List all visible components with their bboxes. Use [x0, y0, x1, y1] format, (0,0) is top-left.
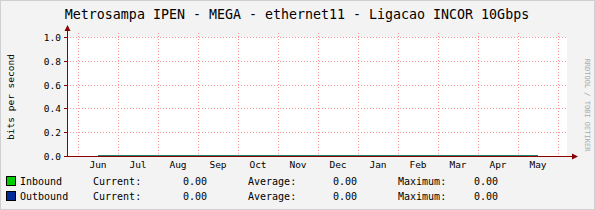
y-tick-label: 1.0 — [44, 32, 61, 43]
y-tick — [64, 37, 67, 38]
y-tick — [64, 61, 67, 62]
x-grid-line — [158, 33, 159, 156]
x-grid-line — [398, 33, 399, 156]
area-series — [98, 156, 538, 157]
x-tick-label: Dec — [329, 159, 346, 170]
x-tick-label: Aug — [169, 159, 186, 170]
legend-stat-value: 0.00 — [333, 176, 357, 187]
title: Metrosampa IPEN - MEGA - ethernet11 - Li… — [65, 7, 529, 22]
x-tick-label: Sep — [209, 159, 226, 170]
x-grid-line — [78, 33, 79, 156]
line-series — [98, 156, 538, 157]
series-group — [98, 156, 538, 157]
y-grid-line — [67, 61, 567, 62]
y-tick — [64, 132, 67, 133]
legend-swatch — [7, 192, 16, 201]
x-grid-line — [558, 33, 559, 156]
y-grid-line — [67, 108, 567, 109]
y-axis-label: bits per second — [5, 54, 16, 140]
legend-stat-name: Average: — [248, 176, 296, 187]
legend-swatch — [7, 177, 16, 186]
x-tick-label: Feb — [409, 159, 426, 170]
x-tick-label: Oct — [249, 159, 266, 170]
y-tick-label: 0.2 — [44, 127, 61, 138]
background — [0, 0, 595, 210]
legend-stat-name: Average: — [248, 191, 296, 202]
plot-area — [67, 37, 567, 156]
x-grid-line — [478, 33, 479, 156]
x-grid-line — [318, 33, 319, 156]
x-grid-line — [198, 33, 199, 156]
y-grid-line — [67, 37, 567, 38]
legend-label: Outbound — [20, 191, 68, 202]
x-tick-label: Jul — [129, 159, 146, 170]
x-grid-line — [238, 33, 239, 156]
x-grid-line — [358, 33, 359, 156]
y-axis — [67, 29, 68, 156]
x-tick-label: Nov — [289, 159, 306, 170]
y-tick — [64, 108, 67, 109]
x-tick-label: May — [529, 159, 546, 170]
y-axis-arrow — [65, 25, 71, 31]
x-tick-label: Jan — [369, 159, 386, 170]
x-grid-line — [518, 33, 519, 156]
legend-stat-value: 0.00 — [183, 176, 207, 187]
chart-root: Metrosampa IPEN - MEGA - ethernet11 - Li… — [0, 0, 595, 210]
legend-stat-name: Maximum: — [398, 176, 446, 187]
x-tick-label: Mar — [449, 159, 466, 170]
legend-stat-name: Current: — [93, 191, 141, 202]
legend-stat-value: 0.00 — [183, 191, 207, 202]
y-tick-label: 0.4 — [44, 103, 61, 114]
y-grid-line — [67, 85, 567, 86]
x-grid-line — [118, 33, 119, 156]
legend-stat-value: 0.00 — [474, 191, 498, 202]
x-grid-line — [278, 33, 279, 156]
y-grid-line — [67, 132, 567, 133]
x-grid-line — [438, 33, 439, 156]
legend-stat-name: Maximum: — [398, 191, 446, 202]
x-axis-arrow — [572, 154, 578, 160]
legend-stat-value: 0.00 — [474, 176, 498, 187]
legend-label: Inbound — [20, 176, 62, 187]
y-tick-label: 0.0 — [44, 151, 61, 162]
frame — [1, 1, 595, 210]
watermark: RRDTOOL / TOBI OETIKER — [583, 59, 591, 153]
y-tick-label: 0.8 — [44, 56, 61, 67]
y-tick-label: 0.6 — [44, 80, 61, 91]
x-tick-label: Jun — [89, 159, 106, 170]
x-axis — [64, 156, 573, 157]
y-tick — [64, 85, 67, 86]
legend-stat-value: 0.00 — [333, 191, 357, 202]
legend-stat-name: Current: — [93, 176, 141, 187]
x-tick-label: Apr — [489, 159, 506, 170]
